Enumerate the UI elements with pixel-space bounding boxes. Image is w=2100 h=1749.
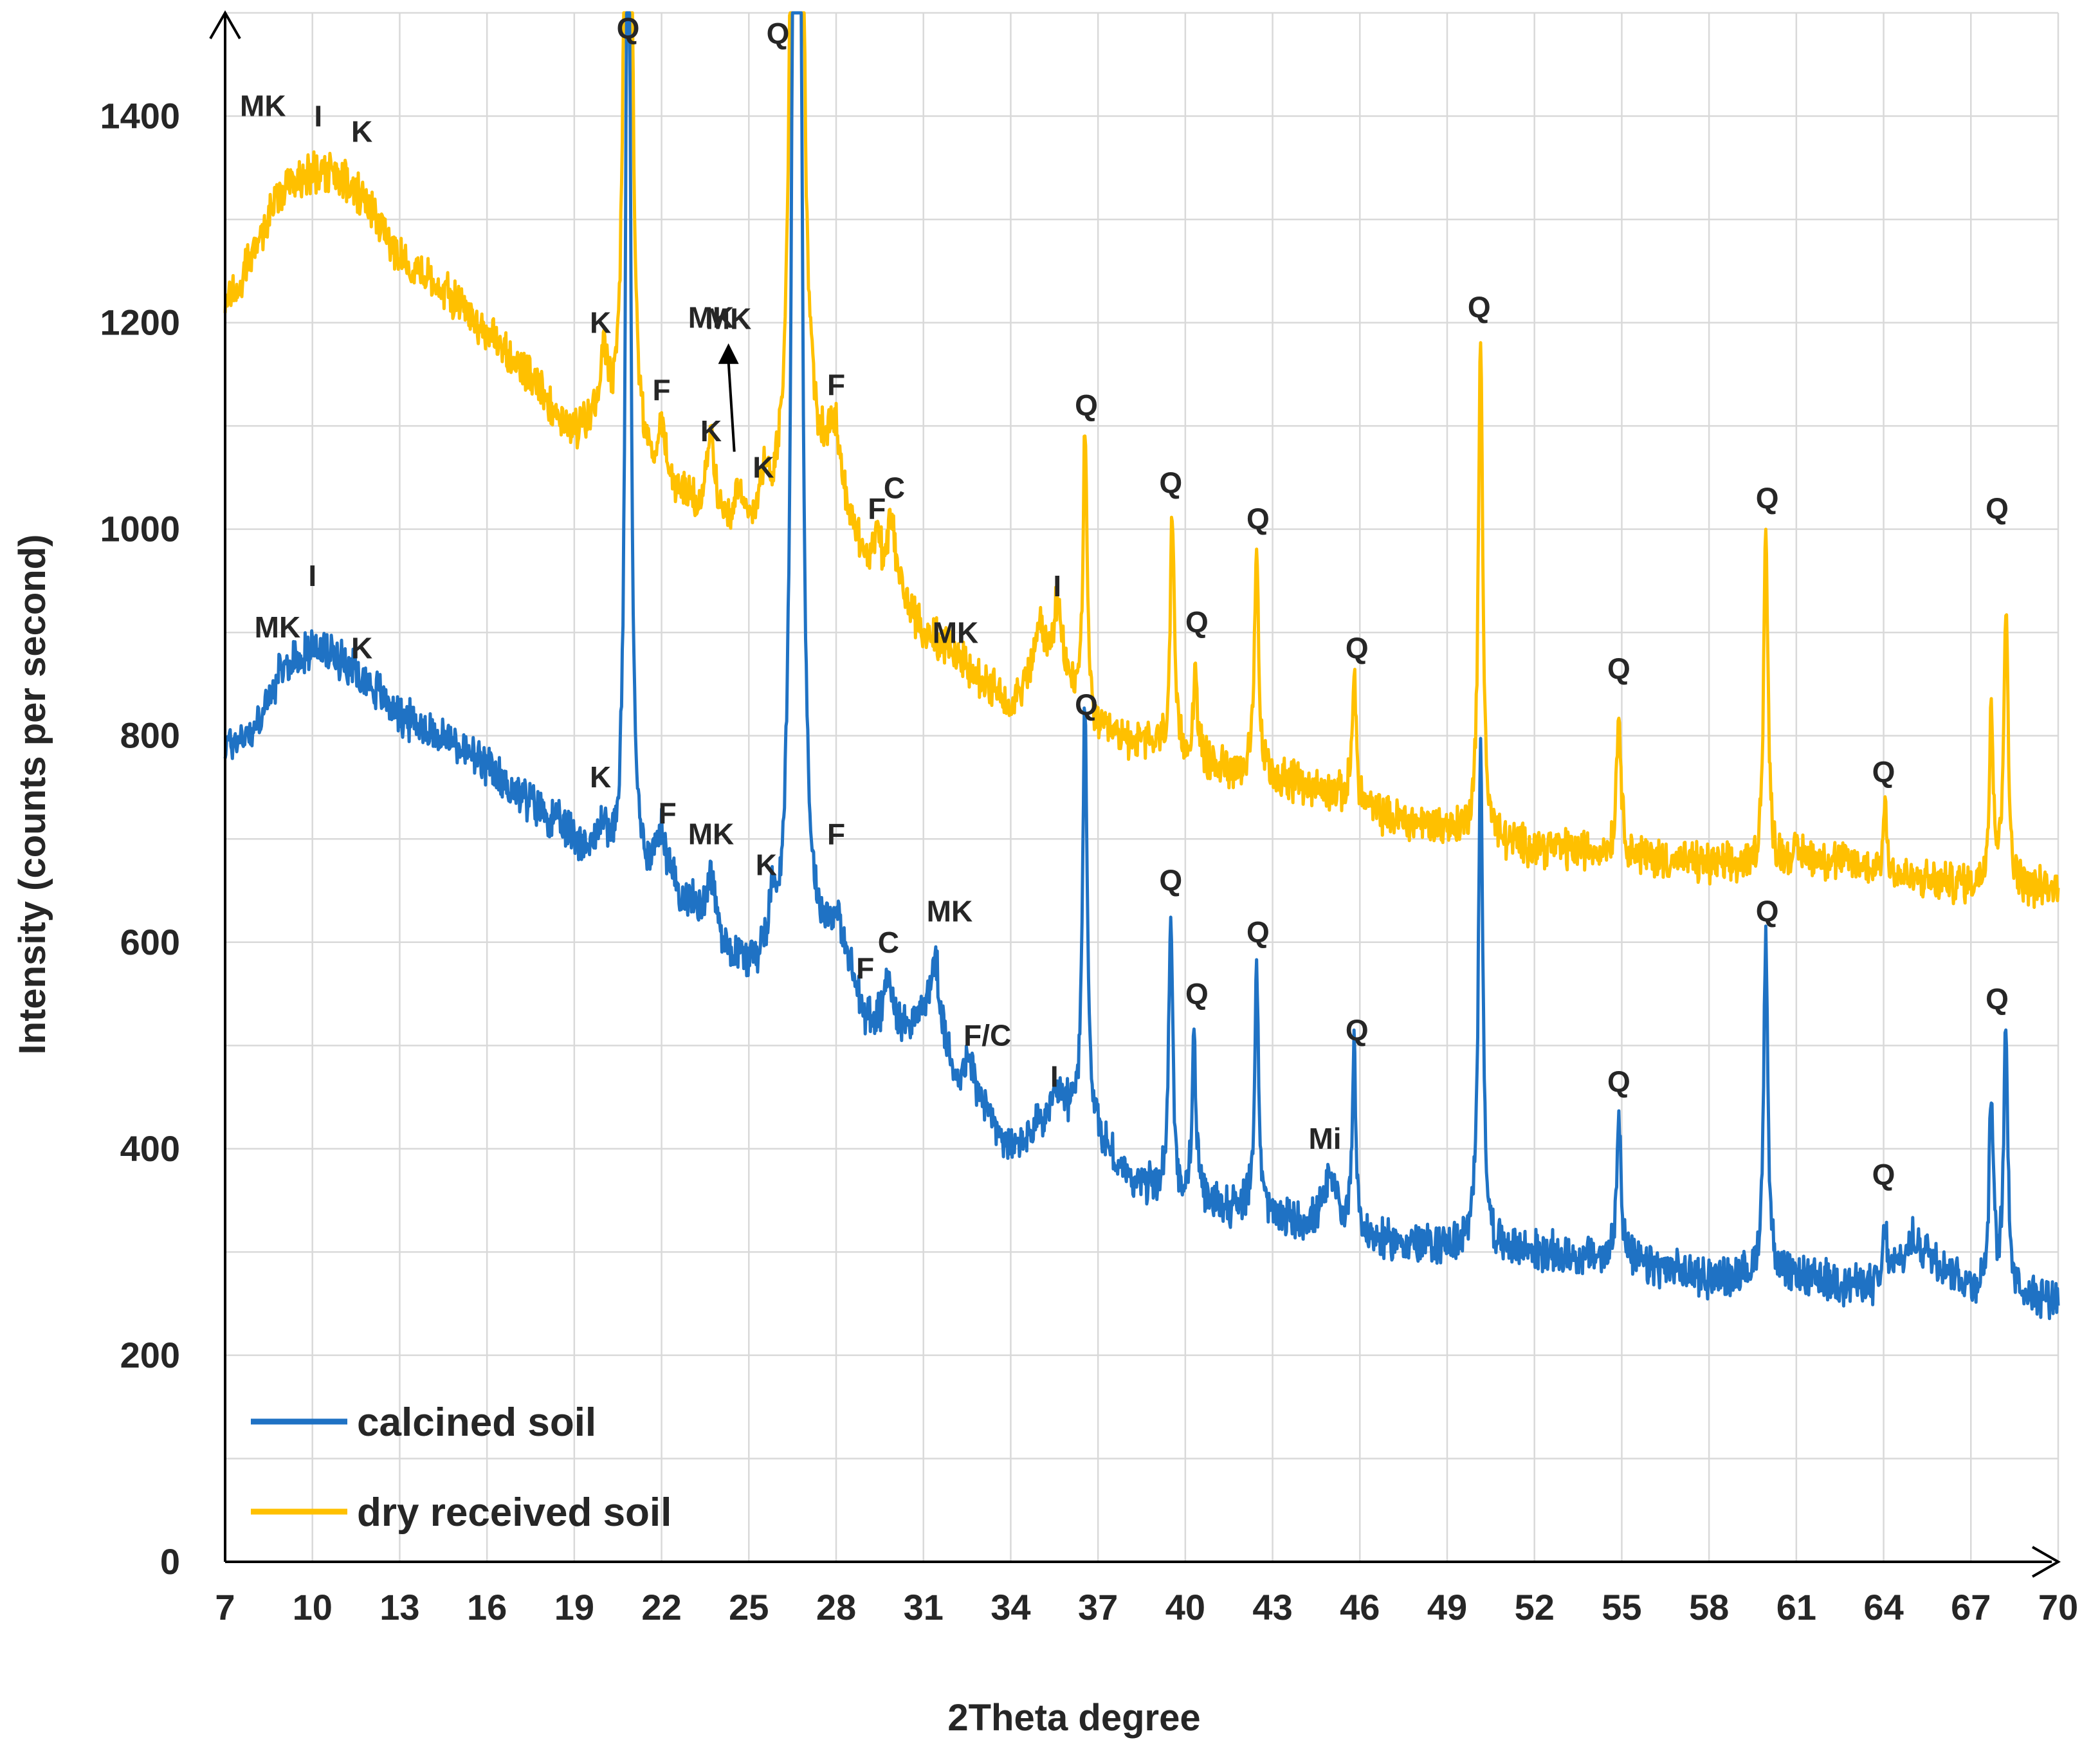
x-tick-label: 64 <box>1863 1587 1903 1627</box>
peak-label: MK <box>688 817 735 850</box>
x-tick-label: 28 <box>816 1587 856 1627</box>
peak-label: I <box>314 100 322 133</box>
legend: calcined soil dry received soil <box>251 1400 671 1535</box>
peak-label: K <box>753 450 774 484</box>
peak-label: F <box>856 951 874 985</box>
peak-label: Q <box>1607 652 1630 685</box>
y-tick-label: 1400 <box>100 96 180 136</box>
x-tick-label: 43 <box>1252 1587 1292 1627</box>
x-tick-label: 70 <box>2038 1587 2078 1627</box>
peak-label: Q <box>1986 982 2009 1016</box>
peak-label: MK <box>688 301 735 334</box>
x-tick-label: 46 <box>1340 1587 1380 1627</box>
peak-label: Q <box>1346 1013 1369 1047</box>
x-axis-title: 2Theta degree <box>947 1697 1200 1739</box>
peak-label: K <box>700 414 722 448</box>
x-tick-label: 25 <box>729 1587 769 1627</box>
y-tick-label: 200 <box>120 1335 180 1375</box>
peak-label: K <box>351 115 372 149</box>
peak-label: Q <box>1756 482 1779 515</box>
peak-label: F <box>868 492 886 526</box>
x-tick-label: 7 <box>215 1587 235 1627</box>
legend-label-calcined-soil: calcined soil <box>357 1400 596 1445</box>
x-tick-label: 49 <box>1427 1587 1467 1627</box>
y-axis-title: Intensity (counts per second) <box>12 535 53 1055</box>
y-tick-labels: 0 200 400 600 800 1000 1200 1400 <box>100 96 180 1582</box>
x-axis-arrow <box>2032 1546 2061 1578</box>
peak-label: I <box>1050 1060 1059 1094</box>
peak-label: Q <box>1872 1158 1895 1191</box>
peak-label: Q <box>1246 915 1270 949</box>
peak-label: Q <box>1346 631 1369 664</box>
x-tick-label: 19 <box>554 1587 594 1627</box>
peak-label: Q <box>1468 291 1491 324</box>
y-tick-label: 1200 <box>100 302 180 343</box>
x-tick-label: 55 <box>1602 1587 1641 1627</box>
x-tick-labels: 7 10 13 16 19 22 25 28 31 34 37 40 43 46 49 52 55 58 61 64 6… <box>215 1587 2078 1627</box>
x-tick-label: 67 <box>1951 1587 1991 1627</box>
x-tick-label: 34 <box>991 1587 1030 1627</box>
peak-label: I <box>1053 569 1061 603</box>
y-tick-label: 400 <box>120 1128 180 1169</box>
peak-label: Q <box>1756 895 1779 928</box>
x-tick-label: 31 <box>904 1587 944 1627</box>
mk-arrow: MK <box>706 302 752 452</box>
x-tick-label: 22 <box>641 1587 681 1627</box>
peak-label: C <box>884 472 905 505</box>
y-tick-label: 1000 <box>100 509 180 549</box>
x-tick-label: 10 <box>293 1587 333 1627</box>
peak-label: Mi <box>1308 1122 1341 1155</box>
peak-label: MK <box>927 895 973 928</box>
series-line-0 <box>223 11 2060 1321</box>
peak-label: Q <box>1075 688 1098 722</box>
series-line-1 <box>223 11 2060 910</box>
x-tick-label: 52 <box>1515 1587 1555 1627</box>
y-tick-label: 600 <box>120 922 180 962</box>
axes <box>209 10 2061 1578</box>
arrow-head <box>718 343 739 364</box>
peak-label: Q <box>1185 977 1209 1011</box>
peak-label: Q <box>1246 502 1270 536</box>
peak-label: F <box>827 817 845 850</box>
peak-label: Q <box>1607 1065 1630 1099</box>
peak-label: F <box>827 368 845 401</box>
peak-label: Q <box>1185 605 1209 639</box>
peak-label: Q <box>1872 755 1895 789</box>
legend-label-dry-received-soil: dry received soil <box>357 1490 671 1535</box>
x-tick-label: 13 <box>379 1587 419 1627</box>
peak-label: K <box>590 760 611 794</box>
series-layer <box>223 11 2060 1321</box>
peak-label: Q <box>1075 389 1098 422</box>
peak-label: MK <box>933 616 979 649</box>
x-tick-label: 40 <box>1165 1587 1205 1627</box>
peak-label: I <box>308 559 316 592</box>
x-tick-label: 58 <box>1689 1587 1729 1627</box>
peak-label: Q <box>1159 864 1182 897</box>
peak-label: MK <box>255 610 301 644</box>
peak-label: MK <box>240 89 286 123</box>
peak-label: K <box>351 631 372 664</box>
arrow-shaft <box>727 361 736 452</box>
peak-label: Q <box>767 17 790 50</box>
peak-label: F <box>653 373 671 407</box>
peak-label: C <box>878 926 899 959</box>
peak-label: Q <box>617 12 640 45</box>
peak-annotations: Q QMK I KK MKFKFKFCQQQQMKIQQQQQQMKIKQKFMKKFM… <box>240 12 2009 1191</box>
peak-label: Q <box>1986 492 2009 526</box>
arrow-label: MK <box>706 302 752 336</box>
peak-label: Q <box>1159 466 1182 499</box>
x-tick-label: 16 <box>467 1587 507 1627</box>
peak-label: K <box>756 848 777 881</box>
peak-label: K <box>590 306 611 340</box>
x-tick-label: 61 <box>1776 1587 1816 1627</box>
x-tick-label: 37 <box>1078 1587 1118 1627</box>
peak-label: F <box>659 796 677 830</box>
peak-label: F/C <box>963 1018 1011 1052</box>
y-tick-label: 0 <box>160 1541 180 1582</box>
y-axis-arrow <box>209 10 241 39</box>
y-tick-label: 800 <box>120 715 180 756</box>
